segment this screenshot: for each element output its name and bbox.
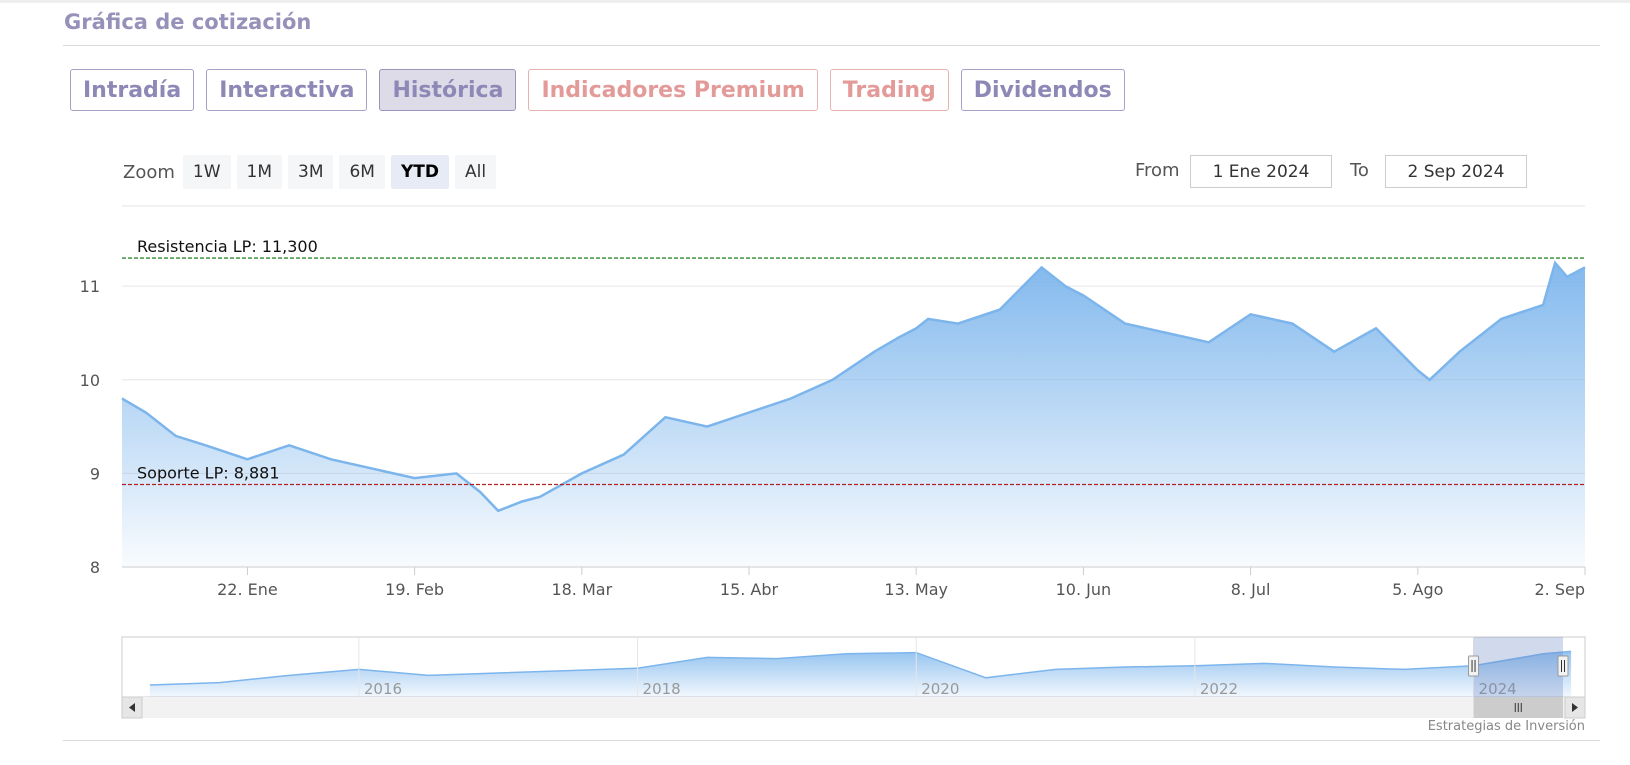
x-tick-label: 18. Mar xyxy=(551,580,612,599)
navigator[interactable]: 2016 2018 2020 2022 2024 xyxy=(121,636,1586,719)
navigator-tick-label: 2022 xyxy=(1200,680,1238,698)
y-tick-label: 10 xyxy=(80,371,100,390)
x-tick-label: 8. Jul xyxy=(1231,580,1271,599)
handle-icon[interactable] xyxy=(1468,655,1480,677)
series-area xyxy=(122,262,1585,567)
support-label: Soporte LP: 8,881 xyxy=(137,464,280,483)
chevron-left-icon xyxy=(129,703,135,712)
range-to-label: To xyxy=(1350,160,1369,181)
navigator-series-area xyxy=(149,651,1572,697)
range-from-label: From xyxy=(1135,160,1180,181)
x-tick-label: 19. Feb xyxy=(385,580,444,599)
top-rule xyxy=(0,0,1630,3)
x-tick-label: 15. Abr xyxy=(720,580,779,599)
zoom-label: Zoom xyxy=(123,161,175,183)
navigator-tick-label: 2020 xyxy=(921,680,959,698)
chevron-right-icon xyxy=(1572,703,1578,712)
x-tick-label: 2. Sep xyxy=(1534,580,1585,599)
y-tick-label: 9 xyxy=(90,464,100,483)
series-line xyxy=(121,260,1586,513)
zoom-1w-button[interactable]: 1W xyxy=(182,155,231,189)
range-to-input[interactable]: 2 Sep 2024 xyxy=(1385,155,1527,188)
x-tick-label: 10. Jun xyxy=(1056,580,1112,599)
zoom-all-button[interactable]: All xyxy=(455,155,497,189)
y-tick-label: 8 xyxy=(90,558,100,577)
tab-trading[interactable]: Trading xyxy=(829,69,949,111)
title-divider xyxy=(63,45,1600,46)
navigator-tick-label: 2018 xyxy=(643,680,681,698)
y-tick-label: 11 xyxy=(80,277,100,296)
handle-icon[interactable] xyxy=(1557,655,1569,677)
tab-dividendos[interactable]: Dividendos xyxy=(960,69,1125,111)
navigator-series-line xyxy=(149,650,1572,686)
chart-tabs: Intradía Interactiva Histórica Indicador… xyxy=(70,69,1125,111)
x-tick-label: 5. Ago xyxy=(1392,580,1443,599)
bottom-divider xyxy=(63,740,1600,741)
scrollbar-track[interactable] xyxy=(122,697,1585,718)
tab-indicadores-premium[interactable]: Indicadores Premium xyxy=(528,69,818,111)
tab-historica[interactable]: Histórica xyxy=(379,69,517,111)
zoom-selector: Zoom 1W 1M 3M 6M YTD All xyxy=(123,155,497,189)
zoom-6m-button[interactable]: 6M xyxy=(339,155,385,189)
x-tick-label: 13. May xyxy=(884,580,948,599)
credit: Estrategias de Inversión xyxy=(1427,719,1585,734)
navigator-selection[interactable] xyxy=(1473,637,1563,697)
x-tick-label: 22. Ene xyxy=(217,580,278,599)
zoom-3m-button[interactable]: 3M xyxy=(288,155,334,189)
resistance-label: Resistencia LP: 11,300 xyxy=(137,237,318,256)
section-title: Gráfica de cotización xyxy=(64,10,312,34)
tab-interactiva[interactable]: Interactiva xyxy=(206,69,368,111)
tab-intradia[interactable]: Intradía xyxy=(70,69,195,111)
navigator-tick-label: 2024 xyxy=(1479,680,1517,698)
range-from-input[interactable]: 1 Ene 2024 xyxy=(1190,155,1332,188)
zoom-1m-button[interactable]: 1M xyxy=(236,155,282,189)
zoom-ytd-button[interactable]: YTD xyxy=(390,155,449,189)
navigator-tick-label: 2016 xyxy=(364,680,402,698)
